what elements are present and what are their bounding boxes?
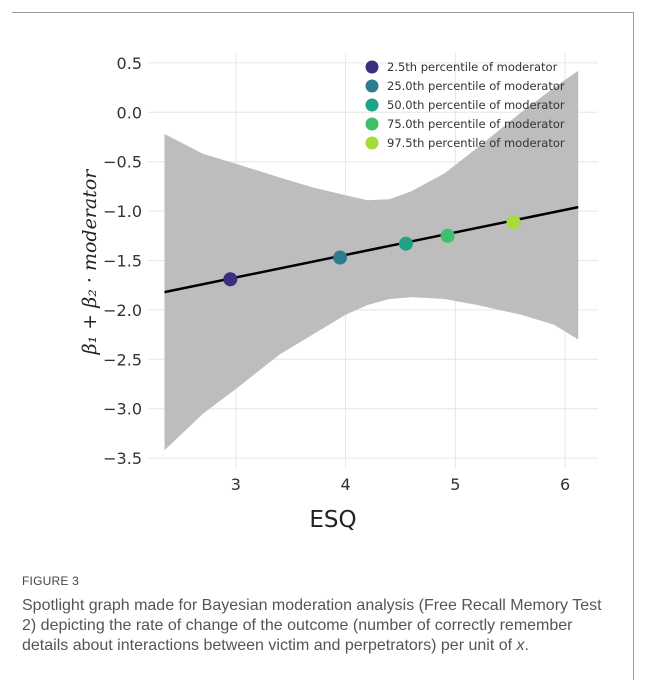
y-tick-label: 0.5	[117, 54, 142, 73]
percentile-point	[440, 228, 455, 243]
y-tick-label: −1.5	[103, 252, 142, 271]
percentile-point	[333, 250, 348, 265]
y-tick-label: −3.5	[103, 449, 142, 468]
figure-caption: Spotlight graph made for Bayesian modera…	[22, 596, 612, 656]
y-tick-label: 0.0	[117, 103, 142, 122]
caption-text-main: Spotlight graph made for Bayesian modera…	[22, 597, 602, 654]
caption-variable: x	[516, 637, 525, 654]
y-axis-label: β₁ + β₂ · moderator	[79, 168, 101, 356]
x-tick-label: 3	[231, 475, 241, 494]
legend-marker	[365, 60, 379, 74]
legend-marker	[365, 79, 379, 93]
credible-band-layer	[164, 70, 579, 451]
y-tick-label: −2.5	[103, 350, 142, 369]
legend-label: 50.0th percentile of moderator	[387, 98, 565, 112]
x-tick-label: 5	[450, 475, 460, 494]
x-tick-labels: 3 4 5 6	[231, 475, 570, 494]
legend-label: 75.0th percentile of moderator	[387, 117, 565, 131]
x-tick-label: 4	[340, 475, 350, 494]
percentile-point	[506, 214, 521, 229]
y-tick-label: −1.0	[103, 202, 142, 221]
legend-label: 97.5th percentile of moderator	[387, 136, 565, 150]
legend-marker	[365, 117, 379, 131]
caption-text-end: .	[524, 637, 529, 654]
y-tick-label: −0.5	[103, 153, 142, 172]
figure-label: FIGURE 3	[22, 574, 79, 588]
figure-frame	[12, 12, 634, 680]
legend: 2.5th percentile of moderator 25.0th perc…	[365, 60, 565, 150]
percentile-point	[398, 236, 413, 251]
y-tick-labels: 0.5 0.0 −0.5 −1.0 −1.5 −2.0 −2.5 −3.0 −3.5	[103, 54, 142, 468]
legend-label: 25.0th percentile of moderator	[387, 79, 565, 93]
legend-marker	[365, 98, 379, 112]
legend-marker	[365, 136, 379, 150]
y-tick-label: −3.0	[103, 400, 142, 419]
percentile-points-layer	[223, 214, 521, 287]
legend-label: 2.5th percentile of moderator	[387, 60, 558, 74]
x-axis-label: ESQ	[309, 507, 356, 533]
percentile-point	[223, 272, 238, 287]
x-tick-label: 6	[560, 475, 570, 494]
y-tick-label: −2.0	[103, 301, 142, 320]
credible-band	[164, 70, 579, 451]
